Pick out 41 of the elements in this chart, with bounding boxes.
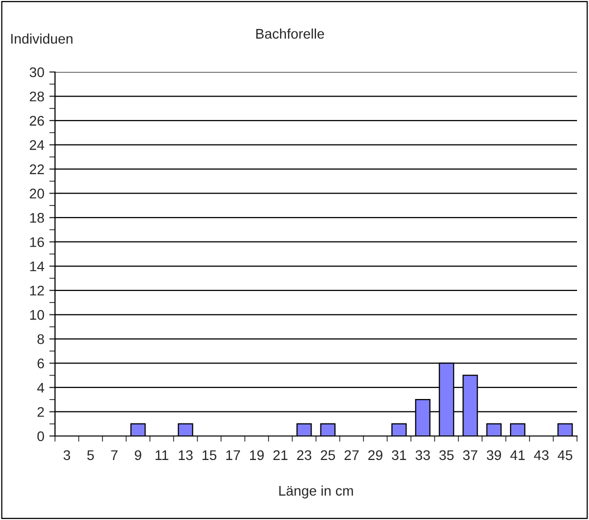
y-tick-label: 0 [37, 431, 44, 442]
y-tick-label: 2 [38, 407, 44, 417]
x-tick-label: 15 [202, 450, 216, 460]
x-axis-title: Länge in cm [279, 486, 353, 498]
x-tick-label: 11 [156, 450, 168, 460]
x-tick-label: 23 [297, 450, 312, 460]
y-tick-label: 4 [37, 382, 44, 392]
x-tick-label: 13 [178, 450, 193, 460]
y-tick-label: 28 [30, 92, 44, 102]
chart-title: Bachforelle [256, 28, 324, 39]
x-tick-label: 37 [463, 450, 478, 460]
x-tick-label: 7 [111, 450, 118, 460]
y-tick-label: 10 [30, 310, 44, 320]
x-tick-label: 17 [226, 450, 240, 460]
y-tick-label: 20 [30, 188, 44, 199]
y-tick-label: 30 [30, 67, 44, 78]
x-tick-label: 33 [416, 450, 430, 460]
y-tick-label: 12 [30, 286, 44, 296]
y-tick-label: 22 [30, 164, 44, 174]
x-tick-label: 27 [344, 450, 359, 460]
x-tick-label: 41 [510, 450, 525, 460]
y-tick-label: 8 [37, 334, 44, 344]
x-tick-label: 9 [134, 450, 142, 460]
x-tick-label: 43 [534, 450, 549, 460]
x-tick-label: 5 [87, 450, 94, 460]
x-tick-label: 21 [273, 450, 288, 460]
y-tick-label: 24 [30, 140, 44, 150]
y-axis-title: Individuen [11, 34, 72, 44]
x-tick-label: 19 [250, 450, 264, 460]
x-tick-label: 39 [486, 450, 502, 460]
x-tick-label: 35 [439, 450, 454, 460]
y-tick-label: 14 [30, 262, 44, 272]
y-tick-label: 16 [30, 237, 44, 248]
y-tick-label: 26 [30, 116, 44, 126]
x-tick-label: 45 [558, 450, 572, 460]
y-tick-label: 18 [30, 212, 44, 223]
x-tick-label: 3 [64, 450, 70, 460]
x-tick-label: 25 [320, 450, 336, 460]
y-tick-label: 6 [38, 358, 44, 368]
x-tick-label: 31 [392, 450, 406, 460]
x-tick-label: 29 [368, 450, 382, 460]
